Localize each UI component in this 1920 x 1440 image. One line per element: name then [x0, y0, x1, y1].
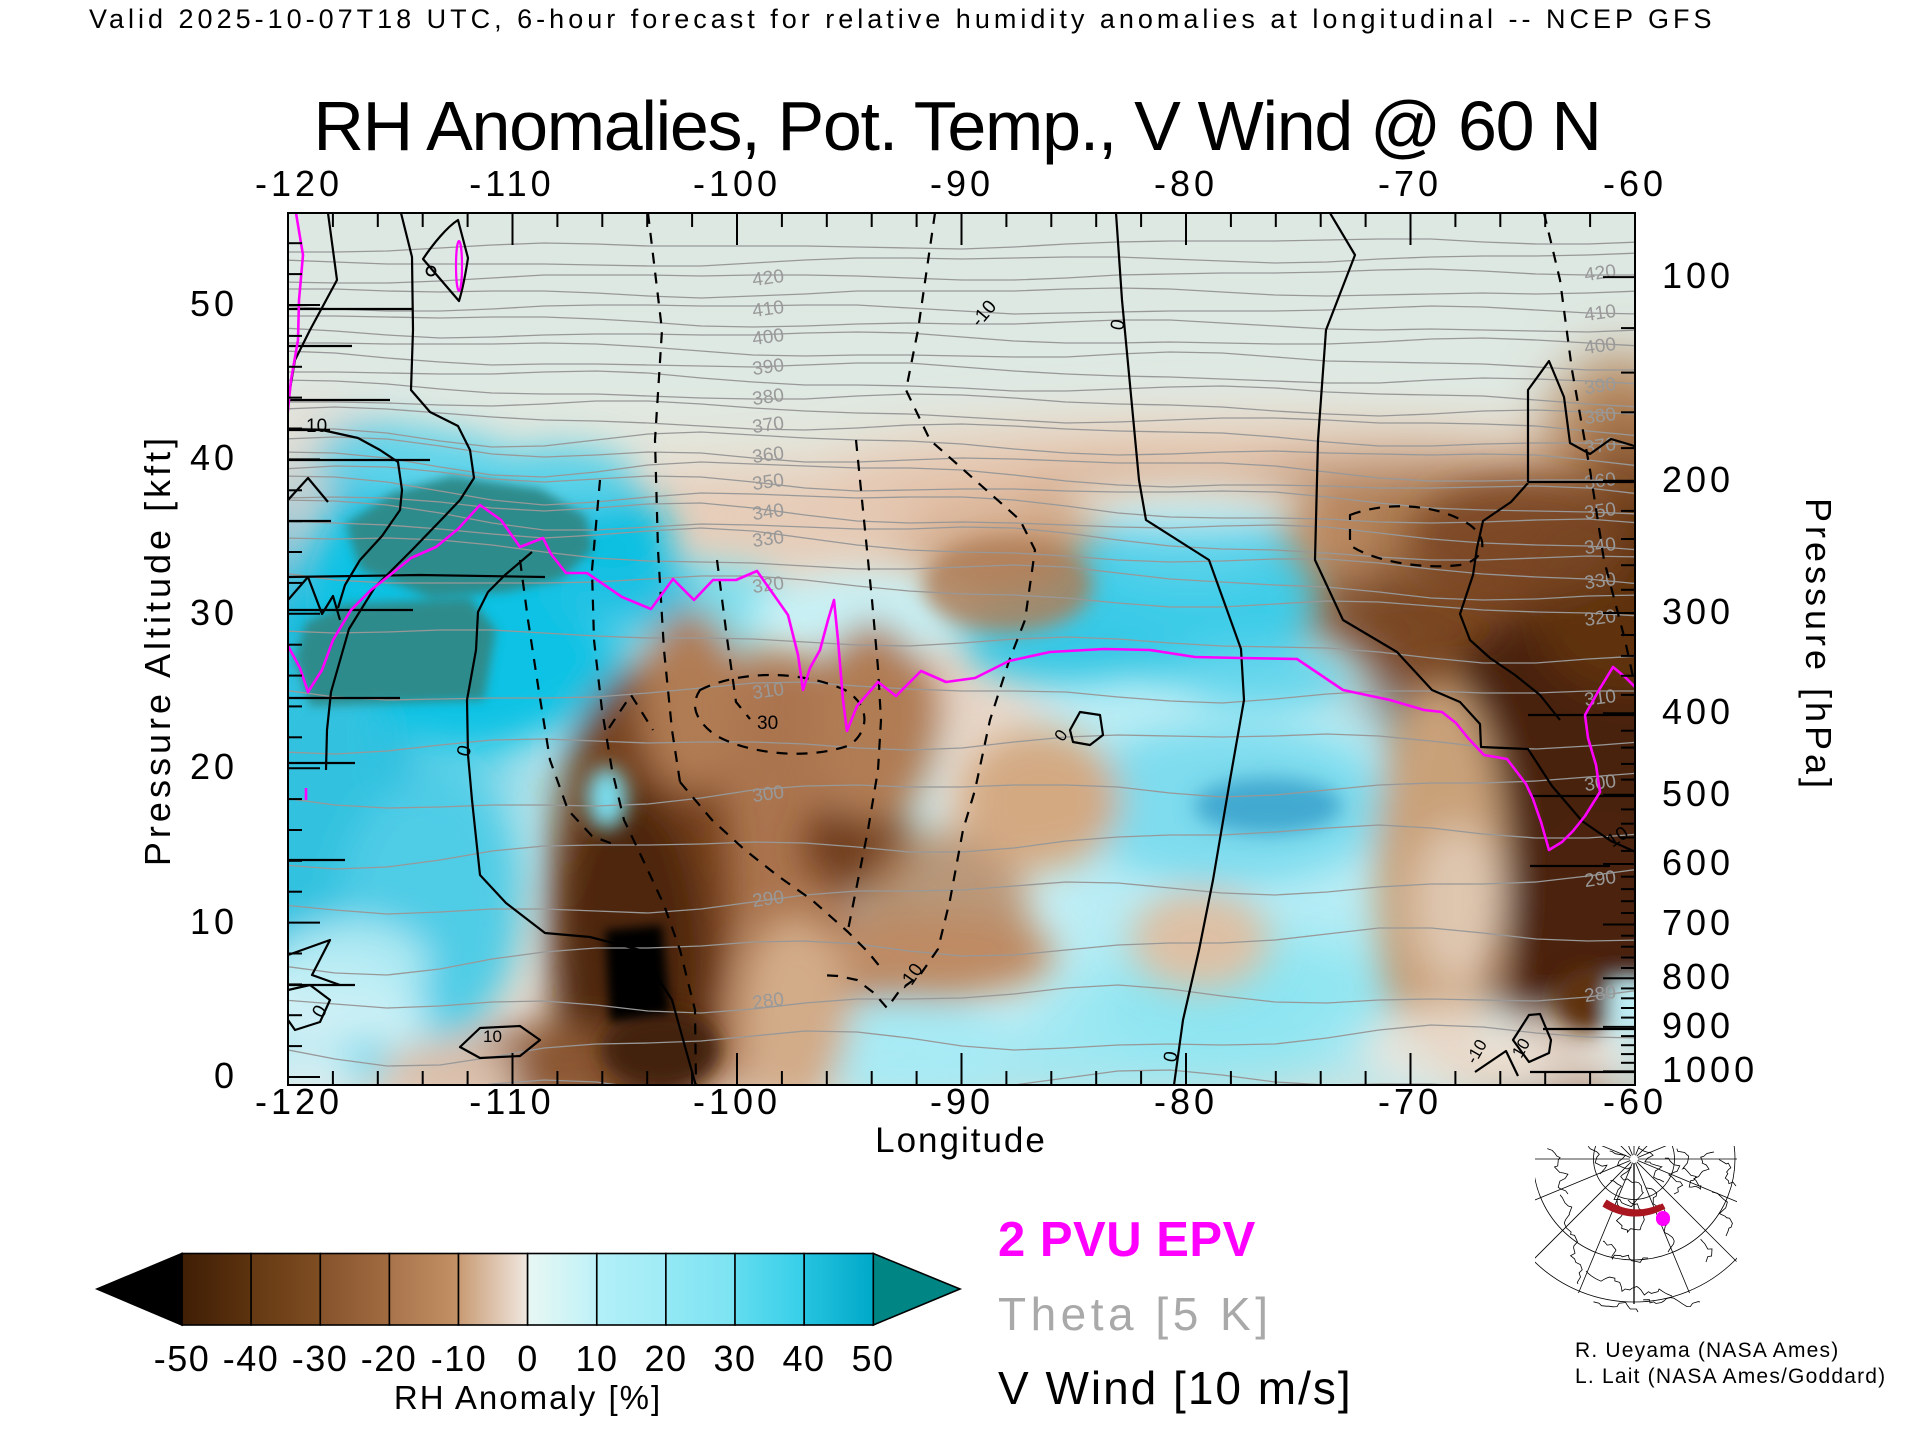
svg-text:370: 370: [751, 413, 785, 438]
svg-text:R. Ueyama (NASA Ames): R. Ueyama (NASA Ames): [1575, 1339, 1839, 1362]
svg-text:100: 100: [1662, 255, 1734, 296]
svg-text:200: 200: [1662, 459, 1734, 500]
svg-text:280: 280: [1583, 982, 1617, 1007]
svg-text:400: 400: [1662, 691, 1734, 732]
svg-text:420: 420: [751, 266, 785, 291]
svg-text:330: 330: [751, 527, 785, 552]
svg-text:-100: -100: [693, 163, 781, 204]
svg-text:Theta [5 K]: Theta [5 K]: [998, 1288, 1273, 1340]
svg-text:L. Lait (NASA Ames/Goddard): L. Lait (NASA Ames/Goddard): [1575, 1365, 1886, 1388]
svg-text:-120: -120: [255, 1081, 343, 1122]
svg-text:-120: -120: [255, 163, 343, 204]
svg-text:-40: -40: [223, 1338, 280, 1379]
svg-text:350: 350: [751, 470, 785, 495]
svg-text:700: 700: [1662, 902, 1734, 943]
svg-text:340: 340: [751, 500, 785, 525]
svg-text:Pressure [hPa]: Pressure [hPa]: [1798, 498, 1839, 792]
svg-text:-60: -60: [1603, 1081, 1667, 1122]
svg-text:-80: -80: [1154, 163, 1218, 204]
svg-text:900: 900: [1662, 1005, 1734, 1046]
svg-text:10: 10: [190, 901, 238, 942]
svg-text:-70: -70: [1378, 163, 1442, 204]
svg-text:10: 10: [306, 416, 327, 437]
svg-text:300: 300: [751, 782, 785, 807]
svg-text:360: 360: [751, 443, 785, 468]
svg-text:420: 420: [1583, 261, 1617, 286]
svg-text:350: 350: [1583, 499, 1617, 524]
svg-text:40: 40: [190, 437, 238, 478]
svg-text:30: 30: [757, 713, 778, 734]
svg-text:600: 600: [1662, 842, 1734, 883]
svg-text:0: 0: [1107, 318, 1130, 332]
svg-text:-110: -110: [469, 1081, 554, 1122]
svg-text:1000: 1000: [1662, 1049, 1758, 1090]
svg-text:-20: -20: [361, 1338, 418, 1379]
svg-text:V Wind [10 m/s]: V Wind [10 m/s]: [998, 1362, 1353, 1414]
svg-text:380: 380: [751, 385, 785, 410]
svg-text:30: 30: [713, 1338, 756, 1379]
svg-text:800: 800: [1662, 956, 1734, 997]
svg-text:0: 0: [214, 1055, 238, 1096]
svg-text:320: 320: [1583, 606, 1617, 631]
svg-text:RH Anomaly [%]: RH Anomaly [%]: [394, 1379, 662, 1416]
svg-text:-110: -110: [469, 163, 554, 204]
svg-text:-30: -30: [292, 1338, 349, 1379]
svg-text:10: 10: [575, 1338, 618, 1379]
svg-text:-50: -50: [154, 1338, 211, 1379]
svg-text:Longitude: Longitude: [875, 1121, 1047, 1160]
svg-text:20: 20: [644, 1338, 687, 1379]
svg-text:-90: -90: [930, 163, 994, 204]
svg-text:280: 280: [751, 989, 785, 1014]
svg-text:390: 390: [751, 355, 785, 380]
svg-text:0: 0: [1160, 1050, 1183, 1064]
svg-text:-80: -80: [1154, 1081, 1218, 1122]
svg-text:310: 310: [751, 679, 785, 704]
svg-text:50: 50: [190, 283, 238, 324]
svg-text:-70: -70: [1378, 1081, 1442, 1122]
svg-text:290: 290: [751, 887, 785, 912]
svg-text:400: 400: [751, 325, 785, 350]
svg-text:410: 410: [1583, 301, 1617, 326]
svg-text:380: 380: [1583, 404, 1617, 429]
svg-text:500: 500: [1662, 773, 1734, 814]
svg-text:0: 0: [453, 743, 476, 759]
svg-text:20: 20: [190, 746, 238, 787]
svg-text:-10: -10: [431, 1338, 488, 1379]
svg-text:40: 40: [782, 1338, 825, 1379]
svg-text:-60: -60: [1603, 163, 1667, 204]
svg-text:290: 290: [1583, 867, 1617, 892]
svg-text:410: 410: [751, 297, 785, 322]
svg-text:50: 50: [851, 1338, 894, 1379]
svg-text:-100: -100: [693, 1081, 781, 1122]
svg-text:300: 300: [1662, 591, 1734, 632]
svg-text:-90: -90: [930, 1081, 994, 1122]
svg-text:2 PVU EPV: 2 PVU EPV: [998, 1213, 1256, 1267]
svg-text:30: 30: [190, 592, 238, 633]
svg-text:Pressure Altitude [kft]: Pressure Altitude [kft]: [137, 434, 178, 866]
svg-text:0: 0: [517, 1338, 539, 1379]
svg-text:10: 10: [483, 1027, 502, 1046]
svg-text:400: 400: [1583, 334, 1617, 359]
svg-text:390: 390: [1583, 374, 1617, 399]
